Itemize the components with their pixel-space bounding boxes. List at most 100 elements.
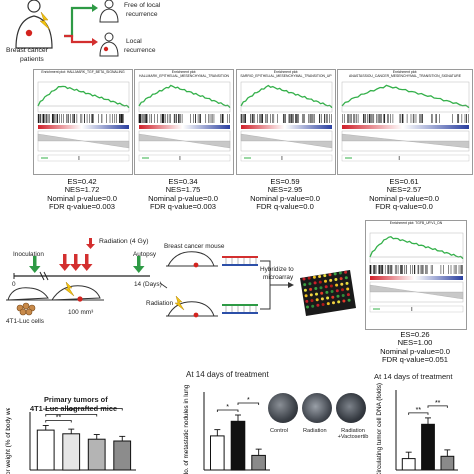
gsea-panel-title: Enrichment plot: HALLMARK_EPITHELIAL_MESE… [135, 70, 233, 78]
plot-frame [240, 81, 333, 113]
gsea-panel-2: Enrichment plot: HALLMARK_EPITHELIAL_MESE… [134, 69, 234, 175]
fdr-value: FDR q-value=0.0 [256, 202, 314, 212]
bar [62, 433, 81, 471]
microarray-spot [309, 293, 313, 297]
enrichment-plot [138, 81, 231, 162]
y-axis-label: No. of metastatic nodules in lung [183, 384, 190, 474]
lung-images [268, 393, 368, 425]
fdr-value: FDR q-value=0.051 [381, 355, 449, 365]
chart-a-title-1: Primary tumors of [44, 395, 108, 404]
plot-frame [369, 232, 464, 264]
lung-image-vactosertib [336, 393, 366, 423]
hybridize-label-2: microarray [263, 274, 294, 281]
microarray-spot [309, 287, 313, 291]
dna-top [222, 256, 258, 266]
microarray-spot [315, 298, 319, 302]
enrichment-plot [37, 81, 130, 162]
ranked-metric [138, 133, 231, 149]
patient-figure [4, 0, 74, 72]
fdr-value: FDR q-value=0.0 [375, 202, 433, 212]
significance-label: *** [67, 408, 75, 415]
microarray-spot [334, 278, 338, 281]
schematic-mouse-bottom [166, 295, 218, 318]
gsea-title-line2: SARRIO_EPITHELIAL_MESENCHYMAL_TRANSITION… [240, 74, 332, 78]
gsea-panel-3: Enrichment plot: SARRIO_EPITHELIAL_MESENC… [236, 69, 336, 175]
hit-barcode [342, 114, 469, 123]
gsea-panel-title: Enrichment plot: TGFB_UP.V1_DN [366, 221, 466, 225]
microarray-spot [319, 286, 323, 290]
bar [230, 420, 246, 471]
gsea-stats-5: ES=0.26 NES=1.00 Nominal p-value=0.0 FDR… [369, 330, 461, 365]
microarray-spot [330, 290, 334, 293]
patients-label-1: Breast cancer [6, 47, 48, 54]
microarray-spot [346, 287, 350, 291]
nes-value: NES=1.00 [397, 338, 433, 348]
microarray-spot [338, 271, 342, 275]
recurrence-patient-icon [99, 32, 119, 57]
inoculation-arrow-icon [29, 256, 41, 273]
microarray-spot [320, 291, 324, 295]
local-label-2: recurrence [124, 47, 156, 54]
schematic-mouse-top [166, 251, 218, 268]
lung-image-radiation [302, 393, 332, 423]
es-value: ES=0.61 [389, 177, 419, 186]
significance-bracket [237, 402, 260, 406]
microarray-spot [344, 276, 348, 280]
metric-frame [240, 130, 333, 152]
p-value: Nominal p-value=0.0 [250, 193, 320, 203]
free-label-1: Free of local [124, 2, 161, 9]
microarray-spot [328, 273, 332, 277]
p-value: Nominal p-value=0.0 [369, 193, 439, 203]
dna-bottom [222, 304, 258, 314]
metric-frame [369, 281, 464, 303]
legend-strip [240, 154, 333, 162]
legend-radiation: Radiation [303, 428, 327, 434]
fdr-value: FDR q-value=0.003 [48, 202, 116, 212]
microarray-spot [304, 294, 308, 298]
significance-bracket [216, 409, 239, 413]
gsea-panel-title: Enrichment plot: ANASTASSIOU_CANCER_MESEN… [338, 70, 472, 78]
microarray-spot [307, 276, 311, 280]
bar [421, 423, 435, 471]
patients-label-2: patients [20, 56, 44, 63]
microarray-spot [326, 302, 330, 306]
microarray-spot [310, 299, 314, 303]
radiation-side-label: Radiation [146, 300, 174, 307]
microarray-spot [341, 288, 344, 292]
hit-barcode [369, 265, 463, 274]
plot-frame [37, 81, 130, 113]
microarray-spot [320, 297, 324, 301]
metric-frame [138, 130, 231, 152]
metric-frame [37, 130, 130, 152]
day14-label: 14 (Days) [134, 281, 162, 288]
ranking-bar [139, 125, 230, 129]
significance-bracket [45, 414, 98, 417]
chart-c-title: At 14 days of treatment [374, 372, 453, 381]
cells-label: 4T1-Luc cells [6, 318, 45, 325]
significance-bracket [45, 408, 123, 411]
flow-arrows [64, 4, 98, 46]
gsea-panel-4: Enrichment plot: ANASTASSIOU_CANCER_MESEN… [337, 69, 473, 175]
microarray-spot [313, 281, 317, 285]
microarray-spot [341, 294, 345, 297]
significance-label: * [226, 404, 229, 411]
free-label-2: recurrence [126, 11, 158, 18]
gsea-title-line1: Enrichment plot: HALLMARK_TGF_BETA_SIGNA… [41, 70, 125, 74]
microarray-spot [336, 294, 340, 298]
ranked-metric [37, 133, 130, 149]
nes-value: NES=2.57 [386, 185, 422, 195]
microarray-spot [306, 305, 309, 309]
nes-value: NES=2.95 [267, 185, 303, 195]
significance-label: * [247, 397, 250, 404]
microarray-spot [333, 272, 337, 276]
gsea-title-line2: HALLMARK_EPITHELIAL_MESENCHYMAL_TRANSITI… [139, 74, 229, 78]
enrichment-curve [37, 85, 130, 109]
gsea-panel-title: Enrichment plot: SARRIO_EPITHELIAL_MESENC… [237, 70, 335, 78]
microarray-spot [329, 284, 333, 288]
radiation-arrows [59, 254, 93, 271]
microarray-spot [325, 290, 329, 294]
microarray-spot [308, 282, 312, 286]
bar [440, 455, 455, 471]
gsea-panel-1: Enrichment plot: HALLMARK_TGF_BETA_SIGNA… [33, 69, 133, 175]
microarray-spot [305, 299, 309, 303]
